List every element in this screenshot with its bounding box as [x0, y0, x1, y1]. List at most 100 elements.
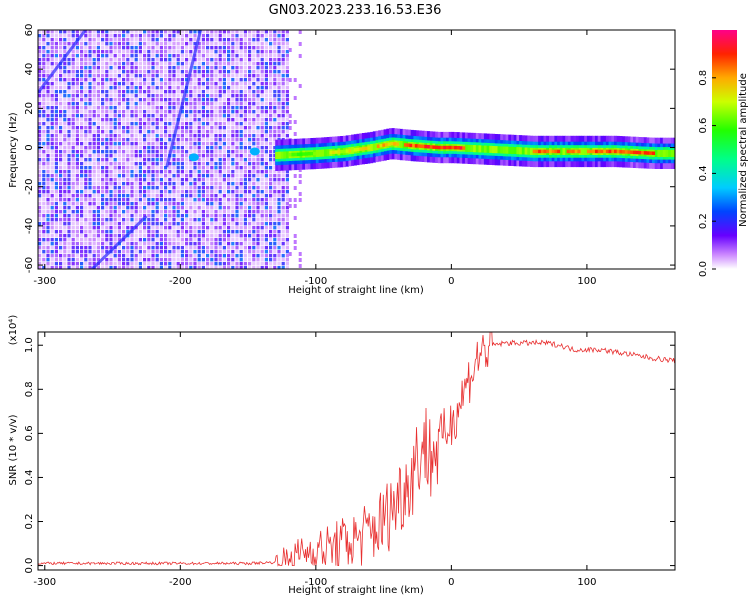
noise-cell [197, 74, 201, 78]
noise-cell [235, 118, 239, 122]
noise-cell [80, 238, 84, 242]
noise-cell [264, 138, 268, 142]
spectrogram-y-tick-label: -60 [24, 257, 35, 273]
noise-cell [134, 262, 138, 266]
noise-cell [231, 178, 235, 182]
noise-cell [88, 238, 92, 242]
noise-cell [206, 258, 210, 262]
noise-cell [285, 70, 289, 74]
noise-cell [248, 194, 252, 198]
noise-cell [277, 122, 281, 126]
noise-cell [222, 70, 226, 74]
noise-cell [42, 74, 46, 78]
noise-cell [122, 202, 126, 206]
noise-cell [231, 122, 235, 126]
noise-cell [46, 198, 50, 202]
noise-cell [180, 182, 184, 186]
noise-cell [88, 94, 92, 98]
noise-cell [46, 94, 50, 98]
noise-cell [168, 110, 172, 114]
noise-cell [109, 186, 113, 190]
noise-cell [105, 78, 109, 82]
noise-cell [155, 50, 159, 54]
signal-band [521, 147, 525, 155]
noise-cell [134, 146, 138, 150]
noise-cell [243, 114, 247, 118]
noise-fringe-cell [293, 186, 297, 190]
noise-cell [273, 166, 277, 170]
noise-cell [96, 214, 100, 218]
noise-cell [197, 126, 201, 130]
noise-cell [84, 54, 88, 58]
noise-cell [218, 258, 222, 262]
noise-cell [113, 174, 117, 178]
noise-cell [134, 250, 138, 254]
noise-cell [227, 70, 231, 74]
signal-core [616, 149, 620, 154]
noise-cell [285, 246, 289, 250]
noise-cell [71, 78, 75, 82]
noise-cell [189, 34, 193, 38]
noise-cell [269, 206, 273, 210]
noise-cell [239, 178, 243, 182]
noise-cell [197, 218, 201, 222]
noise-cell [172, 106, 176, 110]
noise-cell [201, 154, 205, 158]
noise-cell [193, 94, 197, 98]
noise-cell [180, 202, 184, 206]
noise-cell [269, 54, 273, 58]
noise-cell [155, 66, 159, 70]
noise-cell [231, 174, 235, 178]
noise-cell [130, 258, 134, 262]
noise-cell [231, 194, 235, 198]
noise-cell [147, 142, 151, 146]
noise-cell [92, 30, 96, 34]
noise-cell [256, 258, 260, 262]
signal-core [440, 145, 444, 150]
noise-cell [113, 198, 117, 202]
noise-cell [264, 46, 268, 50]
noise-cell [273, 130, 277, 134]
noise-cell [143, 206, 147, 210]
noise-cell [172, 198, 176, 202]
noise-cell [214, 218, 218, 222]
noise-cell [189, 102, 193, 106]
noise-cell [164, 78, 168, 82]
noise-cell [67, 170, 71, 174]
noise-cell [185, 174, 189, 178]
noise-cell [71, 198, 75, 202]
signal-band [481, 145, 485, 153]
noise-cell [101, 70, 105, 74]
noise-cell [269, 202, 273, 206]
noise-cell [151, 190, 155, 194]
noise-cell [218, 78, 222, 82]
noise-cell [269, 154, 273, 158]
noise-cell [113, 34, 117, 38]
noise-cell [269, 246, 273, 250]
noise-cell [147, 262, 151, 266]
noise-cell [252, 174, 256, 178]
spectrogram-y-tick-label: 0 [24, 144, 35, 150]
noise-cell [273, 218, 277, 222]
noise-fringe-cell [288, 198, 292, 202]
noise-cell [92, 206, 96, 210]
noise-cell [113, 178, 117, 182]
noise-cell [210, 174, 214, 178]
noise-cell [235, 30, 239, 34]
noise-cell [269, 142, 273, 146]
noise-cell [50, 42, 54, 46]
noise-cell [222, 38, 226, 42]
noise-cell [273, 38, 277, 42]
noise-cell [172, 110, 176, 114]
noise-cell [239, 110, 243, 114]
noise-cell [206, 70, 210, 74]
noise-cell [210, 30, 214, 34]
noise-cell [59, 50, 63, 54]
noise-cell [231, 38, 235, 42]
noise-cell [281, 206, 285, 210]
noise-cell [193, 254, 197, 258]
noise-cell [218, 46, 222, 50]
noise-cell [189, 214, 193, 218]
signal-core [417, 144, 421, 148]
noise-cell [42, 134, 46, 138]
